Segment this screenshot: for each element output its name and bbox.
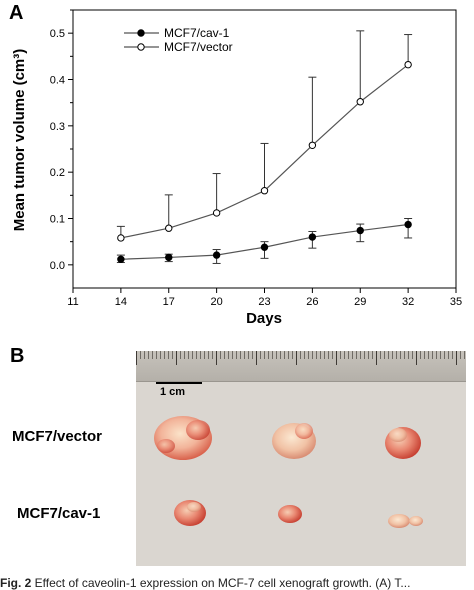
data-point-0 [260, 243, 269, 251]
tumor-images [154, 416, 423, 528]
legend-label: MCF7/cav-1 [164, 26, 230, 40]
x-tick-label: 23 [258, 296, 270, 308]
chart-axes: 11 14 17 20 23 26 29 32 35 0.0 0.1 0.2 0.3 0.4 0.5 [50, 9, 462, 308]
x-tick-label: 11 [67, 296, 78, 308]
tumor-growth-chart: 11 14 17 20 23 26 29 32 35 0.0 0.1 0.2 0.3 0.4 0.5 MCF… [11, 9, 462, 327]
data-point-0 [308, 233, 317, 241]
x-tick-label: 35 [450, 296, 462, 308]
y-tick-label: 0.4 [50, 75, 65, 87]
x-tick-label: 17 [163, 296, 175, 308]
data-point-0 [212, 251, 221, 259]
y-tick-label: 0.5 [50, 28, 65, 40]
caption-text: Effect of caveolin-1 expression on MCF-7… [31, 576, 411, 590]
x-tick-label: 29 [354, 296, 366, 308]
scale-bar-label: 1 cm [160, 386, 186, 398]
scale-bar [156, 382, 202, 384]
data-point-0 [404, 220, 412, 229]
tumor-cav1-1 [174, 500, 206, 526]
figure-caption: Fig. 2 Effect of caveolin-1 expression o… [0, 576, 410, 590]
x-axis-label: Days [246, 310, 282, 327]
data-point-1 [404, 60, 412, 69]
legend-label: MCF7/vector [164, 40, 233, 54]
legend-marker [137, 43, 145, 51]
tumor-vector-2 [272, 423, 316, 459]
y-axis-label: Mean tumor volume (cm³) [11, 49, 28, 232]
data-point-0 [117, 255, 125, 263]
data-point-1 [308, 141, 317, 149]
tumor-vector-1 [154, 416, 212, 460]
x-tick-label: 14 [115, 296, 127, 308]
tumor-cav1-2 [278, 505, 302, 523]
caption-figure-number: Fig. 2 [0, 576, 32, 590]
ruler-major-ticks [136, 351, 466, 381]
xenograft-photo: 1 cm [136, 351, 466, 566]
data-point-0 [165, 253, 173, 262]
legend-marker [137, 29, 145, 37]
series-markers [117, 60, 412, 263]
y-tick-label: 0.1 [50, 214, 65, 226]
x-tick-label: 32 [402, 296, 414, 308]
data-point-1 [356, 98, 364, 106]
x-tick-label: 20 [211, 296, 223, 308]
y-tick-label: 0.2 [50, 167, 65, 179]
y-tick-label: 0.3 [50, 121, 65, 133]
data-point-1 [117, 234, 125, 242]
data-point-1 [212, 209, 221, 217]
data-point-1 [165, 224, 173, 232]
error-bars [116, 30, 413, 264]
data-point-1 [260, 187, 269, 195]
row-label-vector: MCF7/vector [12, 428, 103, 445]
data-point-0 [356, 226, 364, 235]
panel-b-label: B [10, 345, 25, 367]
y-tick-label: 0.0 [50, 260, 65, 272]
row-label-cav1: MCF7/cav-1 [17, 505, 101, 522]
tumor-vector-3 [385, 427, 421, 459]
panel-a-label: A [9, 2, 24, 24]
x-tick-label: 26 [306, 296, 318, 308]
tumor-cav1-3 [388, 514, 423, 528]
